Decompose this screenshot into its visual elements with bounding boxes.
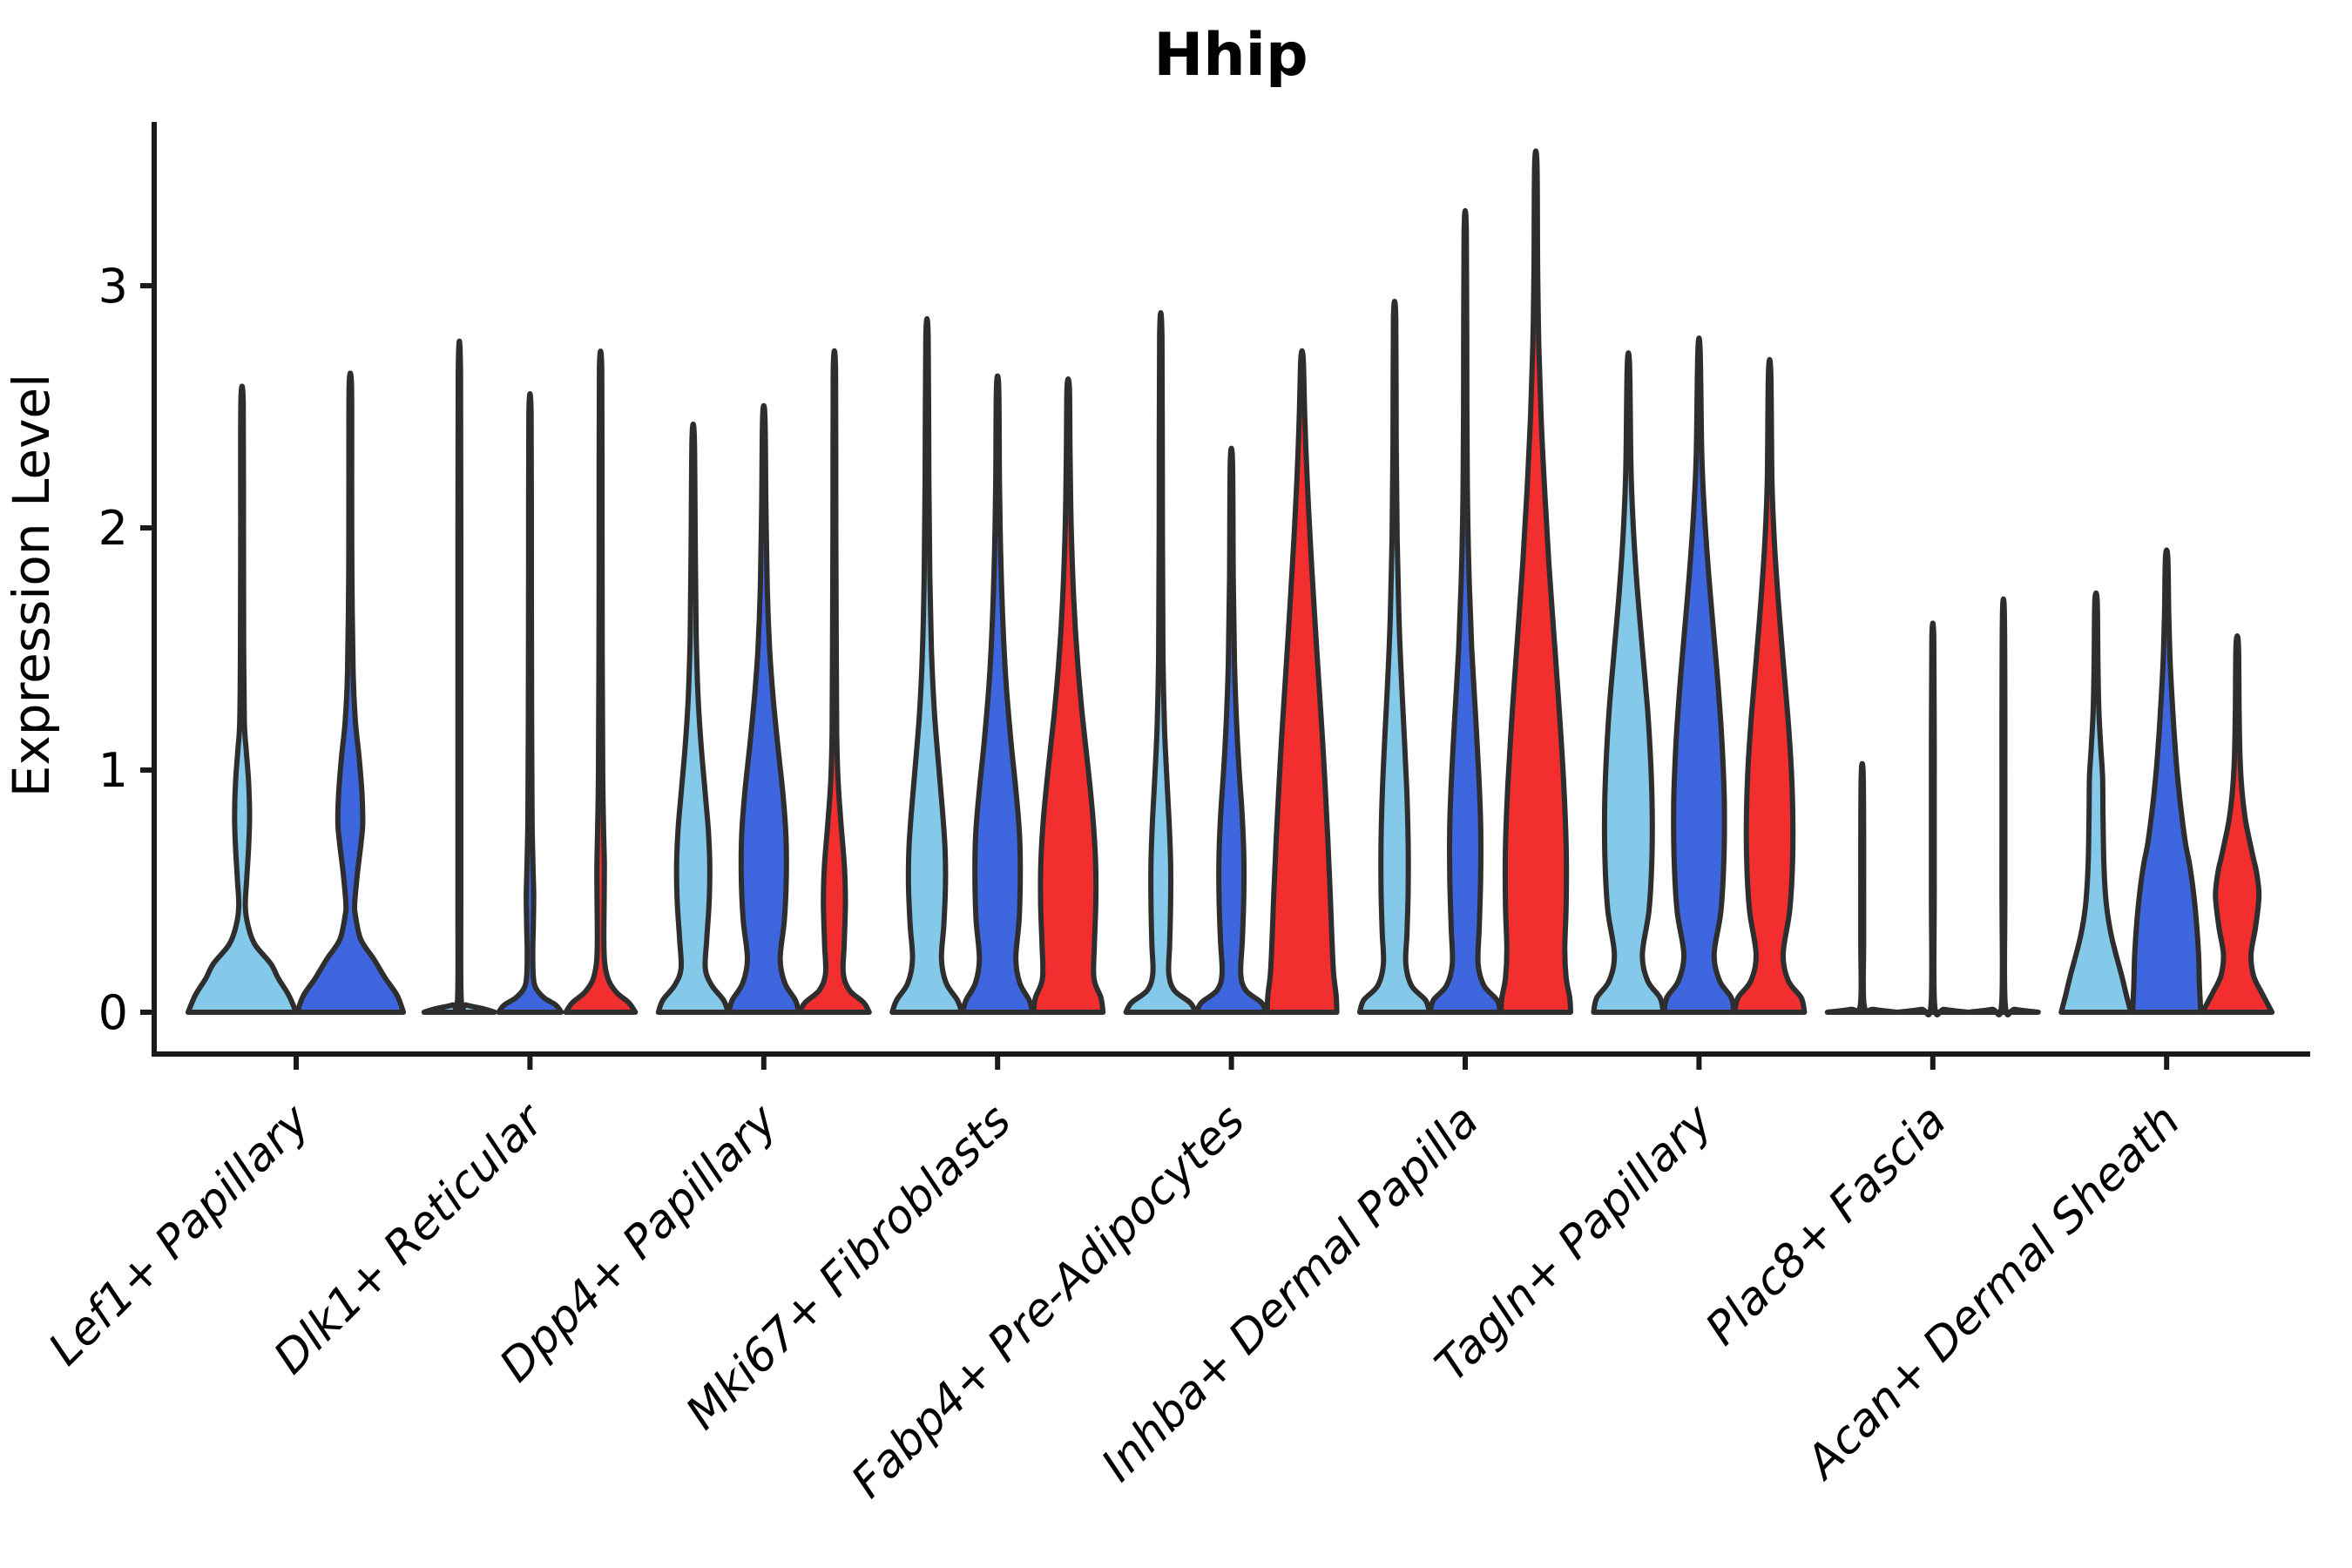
y-tick-label: 1 bbox=[98, 743, 128, 798]
y-axis-label: Expression Level bbox=[2, 374, 61, 797]
violin-light-blue bbox=[655, 421, 731, 1015]
violin-dark-blue bbox=[1895, 620, 1970, 1017]
violin-red bbox=[563, 348, 639, 1015]
violin-light-blue bbox=[1824, 760, 1900, 1015]
violins-layer bbox=[185, 148, 2275, 1017]
violin-red bbox=[2200, 633, 2275, 1015]
violin-light-blue bbox=[421, 338, 497, 1015]
violin-dark-blue bbox=[294, 370, 407, 1015]
violin-light-blue bbox=[889, 315, 965, 1015]
violin-red bbox=[1498, 148, 1573, 1015]
violin-red bbox=[796, 348, 872, 1015]
violin-dark-blue bbox=[2130, 547, 2204, 1015]
y-tick-label: 2 bbox=[98, 501, 128, 556]
violin-dark-blue bbox=[960, 373, 1036, 1015]
violin-red bbox=[1264, 348, 1340, 1015]
violin-light-blue bbox=[1357, 299, 1432, 1015]
y-ticks: 0 1 2 3 bbox=[98, 259, 154, 1040]
violin-light-blue bbox=[1123, 310, 1199, 1015]
violin-dark-blue bbox=[726, 402, 801, 1015]
violin-dark-blue bbox=[1428, 208, 1503, 1015]
violin-red bbox=[1965, 596, 2041, 1017]
violin-dark-blue bbox=[496, 391, 564, 1015]
violin-dark-blue bbox=[1661, 335, 1737, 1015]
violin-light-blue bbox=[1591, 350, 1666, 1015]
violin-red bbox=[1031, 376, 1106, 1015]
y-tick-label: 0 bbox=[98, 985, 128, 1040]
violin-light-blue bbox=[185, 383, 299, 1015]
chart-title: Hhip bbox=[1153, 21, 1308, 90]
violin-light-blue bbox=[2058, 590, 2134, 1015]
violin-dark-blue bbox=[1193, 445, 1269, 1015]
violin-red bbox=[1732, 356, 1808, 1015]
y-tick-label: 3 bbox=[98, 259, 128, 314]
